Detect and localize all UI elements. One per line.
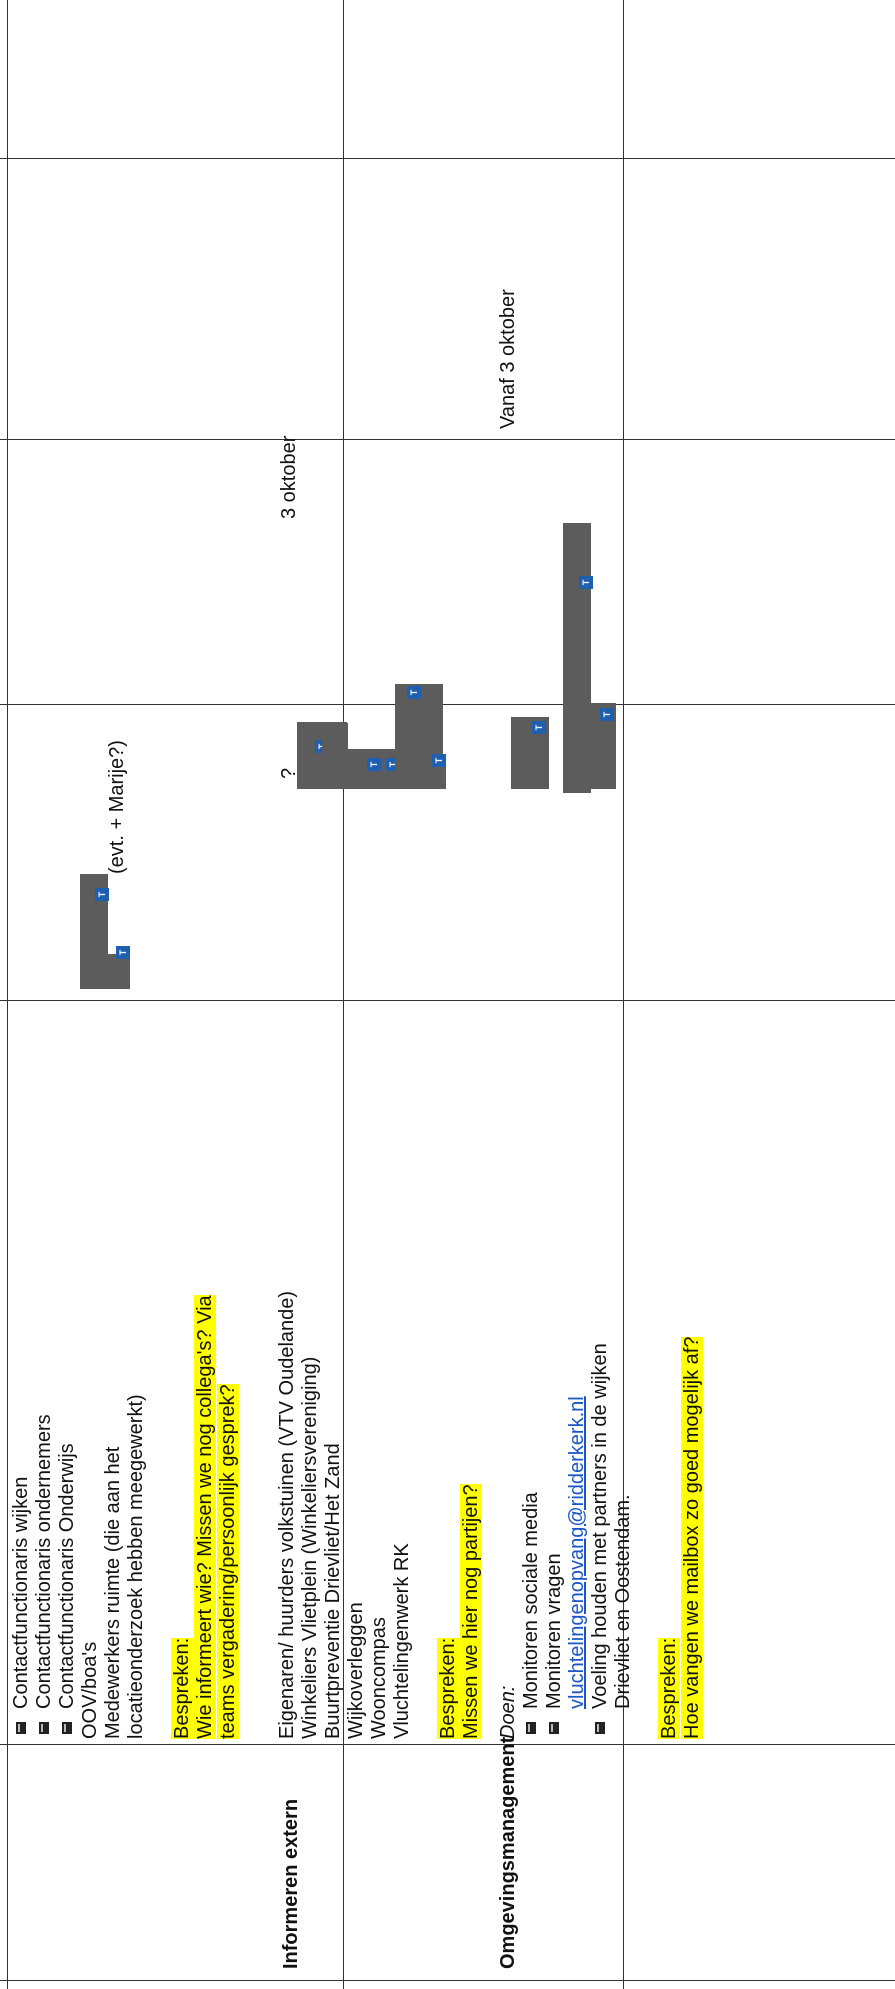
text-line: Wijkoverleggen (345, 1602, 367, 1739)
list-item: Contactfunctionaris ondernemers (33, 1009, 56, 1739)
list-item-text: Monitoren vragen (543, 1553, 565, 1709)
list-item: Contactfunctionaris wijken (10, 1009, 33, 1739)
bullet-list: Monitoren sociale media Monitoren vragen… (520, 1009, 635, 1739)
list-item-text: Voeling houden met partners in de wijken (589, 1343, 611, 1709)
teams-badge-icon: T (407, 686, 421, 699)
teams-badge-icon: T (579, 576, 593, 589)
text-line: OOV/boa's (79, 1641, 101, 1739)
ticket-bullet-icon (549, 1722, 559, 1734)
table-col-divider (0, 439, 895, 440)
table-col-divider (0, 1000, 895, 1001)
text-line: Vluchtelingenwerk RK (391, 1543, 413, 1739)
list-item: Monitoren vragen vluchtelingenopvang@ridd… (543, 1009, 589, 1739)
list-item: Voeling houden met partners in de wijken… (589, 1009, 635, 1739)
teams-badge-icon: T (367, 758, 381, 771)
list-item: Contactfunctionaris Onderwijs (56, 1009, 79, 1739)
text-line: Wooncompas (368, 1617, 390, 1739)
table-col-divider (0, 1744, 895, 1745)
teams-badge-icon: T (95, 888, 109, 901)
who-note: (evt. + Marije?) (106, 740, 128, 874)
bespreken-label: Bespreken: (437, 1637, 459, 1739)
email-link[interactable]: vluchtelingenopvang@ridderkerk.nl (566, 1396, 588, 1709)
ticket-bullet-icon (526, 1722, 536, 1734)
list-item-text: Contactfunctionaris ondernemers (33, 1414, 55, 1709)
teams-badge-icon: T (532, 721, 546, 734)
bespreken-label: Bespreken: (658, 1637, 680, 1739)
table-col-divider (0, 1980, 895, 1981)
bespreken-question: Wie informeert wie? Missen we nog colleg… (194, 1295, 216, 1739)
ticket-bullet-icon (16, 1722, 26, 1734)
bespreken-question: Hoe vangen we mailbox zo goed mogelijk a… (681, 1336, 703, 1739)
text-line: Medewerkers ruimte (die aan het (102, 1446, 124, 1739)
teams-badge-icon: T (600, 708, 614, 721)
text-line: Eigenaren/ huurders volkstuinen (VTV Oud… (276, 1290, 298, 1739)
text-line: Winkeliers Vlietplein (Winkeliersverenig… (299, 1356, 321, 1739)
row-label-informeren-extern: Informeren extern (280, 1798, 302, 1969)
bespreken-question: Missen we hier nog partijen? (460, 1484, 482, 1739)
ticket-bullet-icon (595, 1722, 605, 1734)
list-item: Monitoren sociale media (520, 1009, 543, 1739)
bespreken-question: teams vergadering/persoonlijk gesprek? (217, 1384, 239, 1739)
row-label-omgevingsmanagement: Omgevingsmanagement (497, 1736, 519, 1969)
table-col-divider (0, 704, 895, 705)
list-item-text: Contactfunctionaris Onderwijs (56, 1443, 78, 1709)
list-item-text: Monitoren sociale media (520, 1492, 542, 1709)
when-cell-omgeving: Vanaf 3 oktober (497, 289, 519, 429)
list-item-text: Drievliet en Oostendam. (612, 1494, 634, 1709)
bespreken-label: Bespreken: (171, 1637, 193, 1739)
content-cell-omgeving: Doen: Monitoren sociale media Monitoren … (497, 1009, 704, 1739)
ticket-bullet-icon (39, 1722, 49, 1734)
text-line: Buurtpreventie Drievliet/Het Zand (322, 1443, 344, 1739)
content-cell-extern: Eigenaren/ huurders volkstuinen (VTV Oud… (276, 1009, 483, 1739)
when-cell-extern: 3 oktober (278, 435, 300, 519)
teams-badge-icon: T (116, 946, 130, 959)
teams-badge-icon: T (432, 754, 446, 767)
content-cell-intern: Contactfunctionaris wijken Contactfuncti… (10, 1009, 240, 1739)
table-border-top (7, 0, 8, 1989)
list-item-text: Contactfunctionaris wijken (10, 1476, 32, 1709)
bullet-list: Contactfunctionaris wijken Contactfuncti… (10, 1009, 79, 1739)
doen-label: Doen: (497, 1685, 519, 1739)
table-col-divider (0, 158, 895, 159)
ticket-bullet-icon (62, 1722, 72, 1734)
text-line: locatieonderzoek hebben meegewerkt) (125, 1394, 147, 1739)
